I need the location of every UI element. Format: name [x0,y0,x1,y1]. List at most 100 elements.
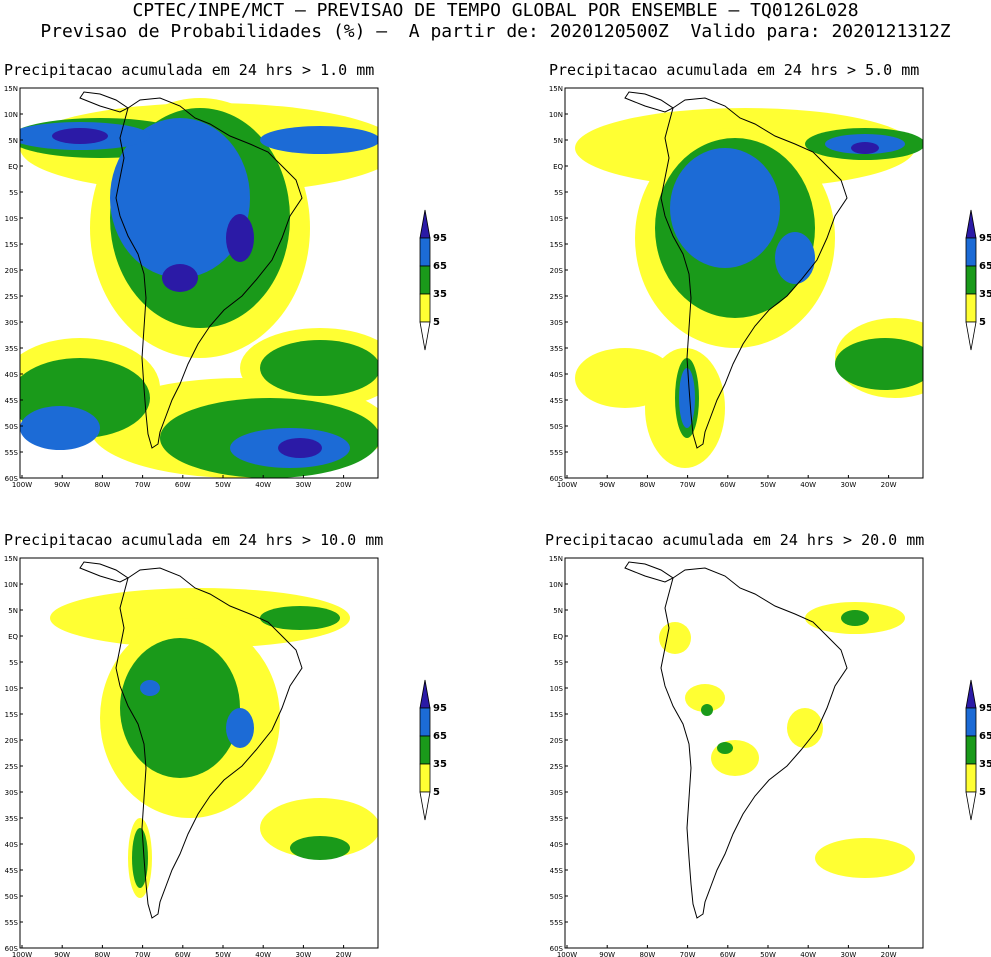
map-panel-2: 15N 10N 5N EQ 5S 10S 15S 20S 25S 30S 35S 40S 45S 50S 5… [549,85,924,489]
lat-label: 5N [8,607,18,615]
lat-label: 20S [5,267,19,275]
lon-label: 40W [800,481,816,489]
lat-label: 15N [549,85,563,93]
probability-area [815,838,915,878]
colorbar-label: 65 [433,261,447,272]
probability-area [132,828,148,888]
map-panel-1: 15N 10N 5N EQ 5S 10S 15S 20S 25S 30S 35S 40S 45S 50S 5… [4,85,379,489]
lat-label: 55S [550,449,564,457]
colorbar-1: 95 65 35 5 [419,209,447,351]
lat-label: 30S [5,319,19,327]
lon-label: 20W [881,481,897,489]
probability-area [290,836,350,860]
colorbar-segment [419,293,431,323]
lat-label: 10S [550,685,564,693]
colorbar-label: 95 [433,233,447,244]
lat-label: 30S [550,789,564,797]
lat-label: 15N [4,555,18,563]
panel-title-4: Precipitacao acumulada em 24 hrs > 20.0 … [545,531,925,549]
lat-label: 25S [550,763,564,771]
lon-label: 100W [12,481,32,489]
lat-label: EQ [8,633,18,641]
coastline-central-america [624,91,674,113]
lat-label: 55S [5,919,19,927]
lat-label: 60S [5,945,19,953]
probability-area [685,684,725,712]
lat-label: 5S [554,189,563,197]
lat-label: 55S [5,449,19,457]
lat-label: 25S [550,293,564,301]
lat-label: 50S [5,893,19,901]
lon-label: 70W [135,481,151,489]
colorbar-bottom-cap [965,791,977,821]
lat-label: 15S [550,711,564,719]
panel-title-1: Precipitacao acumulada em 24 hrs > 1.0 m… [4,61,375,79]
colorbar-label: 95 [979,233,991,244]
lon-label: 80W [94,951,110,957]
map-frame [19,557,379,949]
map-panel-3: 15N 10N 5N EQ 5S 10S 15S 20S 25S 30S 35S 40S 45S 50S 5… [4,555,379,957]
lat-label: 50S [5,423,19,431]
colorbar-bottom-cap [419,321,431,351]
lon-label: 50W [215,481,231,489]
coastline [115,97,303,449]
colorbar-segment [965,237,977,267]
lat-label: 35S [5,815,19,823]
colorbar-bottom-cap [965,321,977,351]
colorbar-label: 5 [433,317,440,328]
lon-label: 70W [680,481,696,489]
lat-label: 25S [5,293,19,301]
lat-label: 25S [5,763,19,771]
lon-label: 30W [840,481,856,489]
probability-area [162,264,198,292]
probability-area [670,148,780,268]
lon-label: 40W [255,481,271,489]
lon-label: 100W [557,951,577,957]
map-frame [19,87,379,479]
probability-area [260,340,378,396]
colorbar-label: 65 [979,261,991,272]
map-panel-4: 15N 10N 5N EQ 5S 10S 15S 20S 25S 30S 35S 40S 45S 50S 5… [549,555,924,957]
lat-label: 5S [9,189,18,197]
lon-label: 40W [255,951,271,957]
probability-area [226,214,254,262]
lat-label: 10S [550,215,564,223]
colorbar-segment [419,763,431,793]
probability-area [110,118,250,278]
lat-label: 40S [550,371,564,379]
colorbar-segment [419,237,431,267]
lat-label: 15S [5,711,19,719]
lat-label: 5N [553,137,563,145]
colorbar-segment [965,763,977,793]
colorbar-label: 35 [979,759,991,770]
probability-area [717,742,733,754]
colorbar-bottom-cap [419,791,431,821]
lat-label: 15N [4,85,18,93]
lat-label: 5S [9,659,18,667]
lat-label: 35S [550,345,564,353]
colorbar-3: 95 65 35 5 [419,679,447,821]
lon-label: 20W [881,951,897,957]
lat-label: 40S [5,841,19,849]
lon-label: 90W [54,951,70,957]
lon-label: 80W [639,951,655,957]
header-line2: Previsao de Probabilidades (%) – A parti… [40,21,951,42]
colorbar-label: 65 [979,731,991,742]
colorbar-top-cap [419,679,431,709]
colorbar-top-cap [419,209,431,239]
lat-label: 30S [5,789,19,797]
colorbar-label: 35 [433,289,447,300]
colorbar-label: 5 [979,317,986,328]
lat-label: 45S [5,397,19,405]
probability-area [226,708,254,748]
lat-label: 20S [5,737,19,745]
lon-label: 50W [215,951,231,957]
colorbar-label: 5 [433,787,440,798]
lat-label: 5N [8,137,18,145]
lat-label: 60S [550,945,564,953]
colorbar-label: 35 [433,759,447,770]
lon-label: 20W [336,951,352,957]
probability-area [701,704,713,716]
coastline-central-america [79,91,129,113]
lon-label: 60W [175,481,191,489]
